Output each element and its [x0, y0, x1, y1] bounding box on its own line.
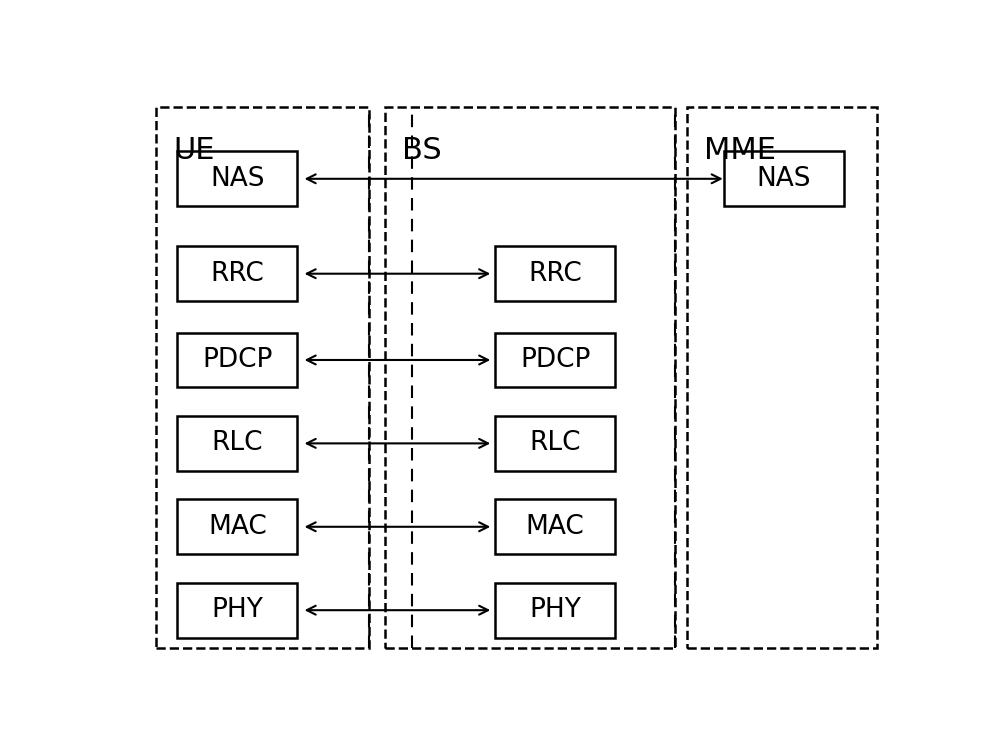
Text: MAC: MAC — [526, 514, 584, 540]
Bar — [177, 583, 297, 637]
Text: RRC: RRC — [528, 261, 582, 287]
Bar — [495, 332, 615, 387]
Text: UE: UE — [173, 136, 215, 164]
Text: PDCP: PDCP — [520, 347, 590, 373]
Bar — [177, 332, 297, 387]
Bar — [385, 107, 675, 648]
Text: PHY: PHY — [211, 597, 263, 623]
Bar — [724, 152, 844, 206]
Bar — [687, 107, 877, 648]
Bar — [495, 583, 615, 637]
Text: PHY: PHY — [529, 597, 581, 623]
Text: NAS: NAS — [210, 166, 265, 192]
Bar — [495, 500, 615, 554]
Bar — [177, 500, 297, 554]
Text: RRC: RRC — [210, 261, 264, 287]
Text: MAC: MAC — [208, 514, 267, 540]
Text: PDCP: PDCP — [202, 347, 273, 373]
Bar — [495, 416, 615, 471]
Bar — [177, 247, 297, 301]
Bar — [177, 152, 297, 206]
Bar — [495, 247, 615, 301]
Text: RLC: RLC — [212, 430, 263, 456]
Text: RLC: RLC — [529, 430, 581, 456]
Text: MME: MME — [704, 136, 776, 164]
Bar — [156, 107, 369, 648]
Text: BS: BS — [402, 136, 441, 164]
Bar — [177, 416, 297, 471]
Text: NAS: NAS — [757, 166, 811, 192]
